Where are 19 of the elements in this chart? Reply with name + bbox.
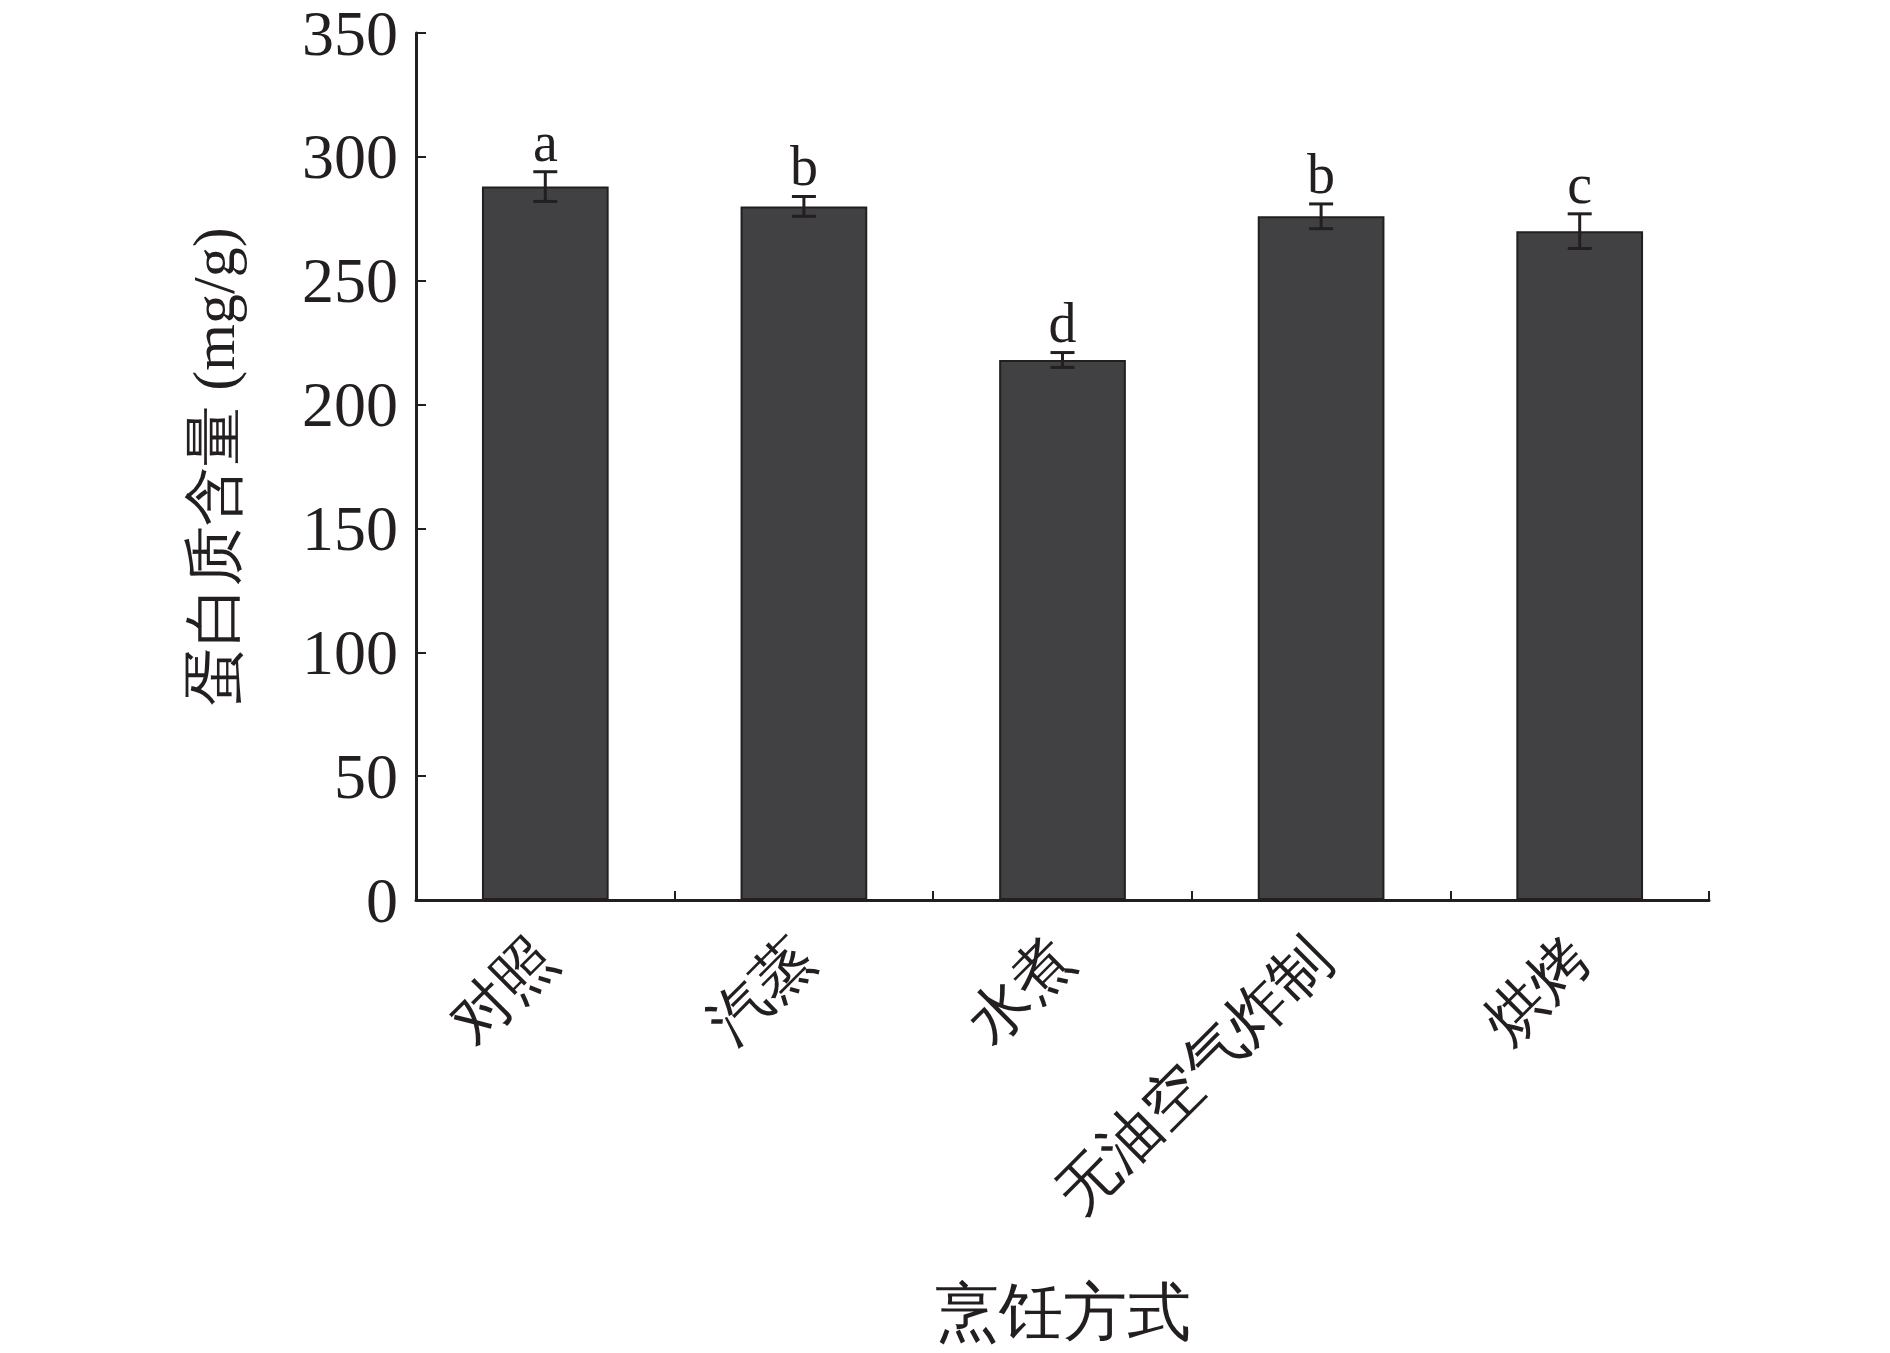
- annotation: c: [1567, 152, 1593, 215]
- x-tick-label: 汽蒸: [695, 924, 828, 1057]
- y-tick-label: 300: [302, 121, 398, 193]
- x-tick-label: 水煮: [954, 924, 1086, 1057]
- x-tick-label: 烘烤: [1471, 924, 1604, 1057]
- y-tick-label: 150: [302, 492, 398, 564]
- annotation: a: [532, 110, 558, 173]
- annotation: b: [1307, 142, 1336, 205]
- y-tick-label: 250: [302, 245, 398, 317]
- y-tick-label: 100: [302, 616, 398, 688]
- y-tick-label: 0: [366, 864, 398, 936]
- annotation: b: [789, 135, 818, 198]
- y-tick-label: 350: [302, 0, 398, 69]
- x-tick-label: 对照: [437, 924, 569, 1057]
- y-tick-label: 50: [334, 740, 398, 812]
- annotation: d: [1048, 291, 1077, 354]
- x-axis-title: 烹饪方式: [934, 1276, 1191, 1348]
- y-axis-title: 蛋白质含量 (mg/g): [181, 227, 247, 706]
- y-tick-label: 200: [302, 369, 398, 441]
